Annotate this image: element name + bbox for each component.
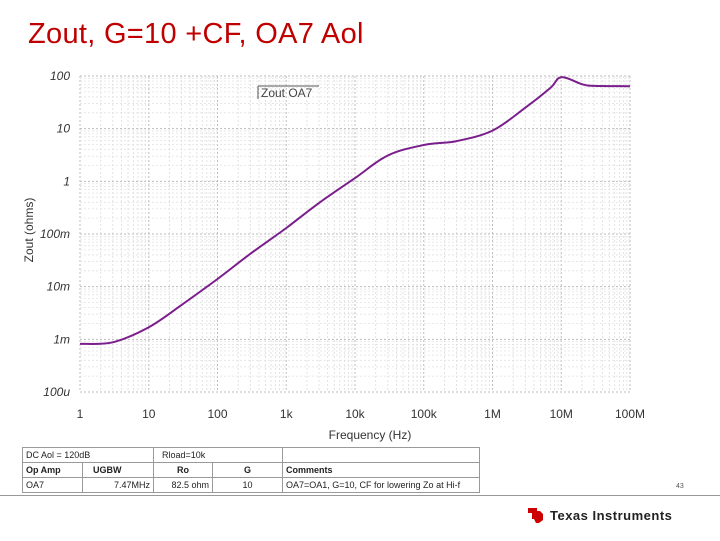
x-tick-label: 10: [142, 407, 156, 421]
table-column-header: Comments: [282, 462, 480, 478]
x-tick-label: 100M: [615, 407, 645, 421]
y-tick-label: 1: [63, 174, 70, 188]
table-row: OA7 7.47MHz 82.5 ohm 10 OA7=OA1, G=10, C…: [22, 477, 480, 493]
table-cell: Rload=10k: [153, 447, 283, 463]
table-cell: 7.47MHz: [82, 477, 154, 493]
y-axis-label: Zout (ohms): [22, 198, 36, 263]
chart-grid: [79, 75, 631, 393]
y-tick-label: 1m: [53, 332, 70, 346]
table-header-row: DC Aol = 120dB Rload=10k: [22, 447, 480, 463]
x-tick-label: 100: [207, 407, 227, 421]
y-tick-label: 100u: [43, 385, 70, 399]
slide-title: Zout, G=10 +CF, OA7 Aol: [28, 18, 364, 50]
x-tick-label: 10M: [550, 407, 573, 421]
table-column-header: UGBW: [82, 462, 154, 478]
x-axis-ticks: 1 10 100 1k 10k 100k 1M 10M 100M: [77, 407, 645, 421]
y-tick-label: 10: [57, 122, 71, 136]
legend-series-label: Zout OA7: [261, 86, 313, 100]
series-layer: [79, 76, 631, 345]
chart-legend: Zout OA7: [257, 85, 319, 100]
series-line-zout-oa7: [79, 76, 631, 345]
x-tick-label: 1: [77, 407, 84, 421]
x-tick-label: 1k: [280, 407, 294, 421]
table-cell: 82.5 ohm: [153, 477, 213, 493]
table-column-header: G: [212, 462, 283, 478]
page-number: 43: [676, 483, 684, 490]
ti-logo: Texas Instruments: [526, 505, 672, 525]
spec-table: DC Aol = 120dB Rload=10k Op Amp UGBW Ro …: [22, 447, 480, 493]
x-tick-label: 10k: [345, 407, 365, 421]
x-tick-label: 100k: [411, 407, 438, 421]
y-axis-ticks: 100u 1m 10m 100m 1 10 100: [40, 69, 70, 399]
table-cell: DC Aol = 120dB: [22, 447, 154, 463]
y-tick-label: 100: [50, 69, 70, 83]
table-column-header: Ro: [153, 462, 213, 478]
footer-bar: [0, 495, 720, 541]
y-tick-label: 10m: [47, 280, 70, 294]
table-cell: [282, 447, 480, 463]
table-column-headers: Op Amp UGBW Ro G Comments: [22, 462, 480, 478]
zout-chart: 100u 1m 10m 100m 1 10 100 1 10 100 1k 10k 100k 1M 10M…: [22, 69, 645, 442]
table-cell: OA7: [22, 477, 83, 493]
table-column-header: Op Amp: [22, 462, 83, 478]
table-cell: 10: [212, 477, 283, 493]
ti-logo-icon: [528, 508, 543, 523]
y-tick-label: 100m: [40, 227, 70, 241]
x-tick-label: 1M: [484, 407, 501, 421]
table-cell: OA7=OA1, G=10, CF for lowering Zo at Hi-…: [282, 477, 480, 493]
ti-logo-text: Texas Instruments: [550, 507, 673, 523]
x-axis-label: Frequency (Hz): [329, 428, 412, 442]
